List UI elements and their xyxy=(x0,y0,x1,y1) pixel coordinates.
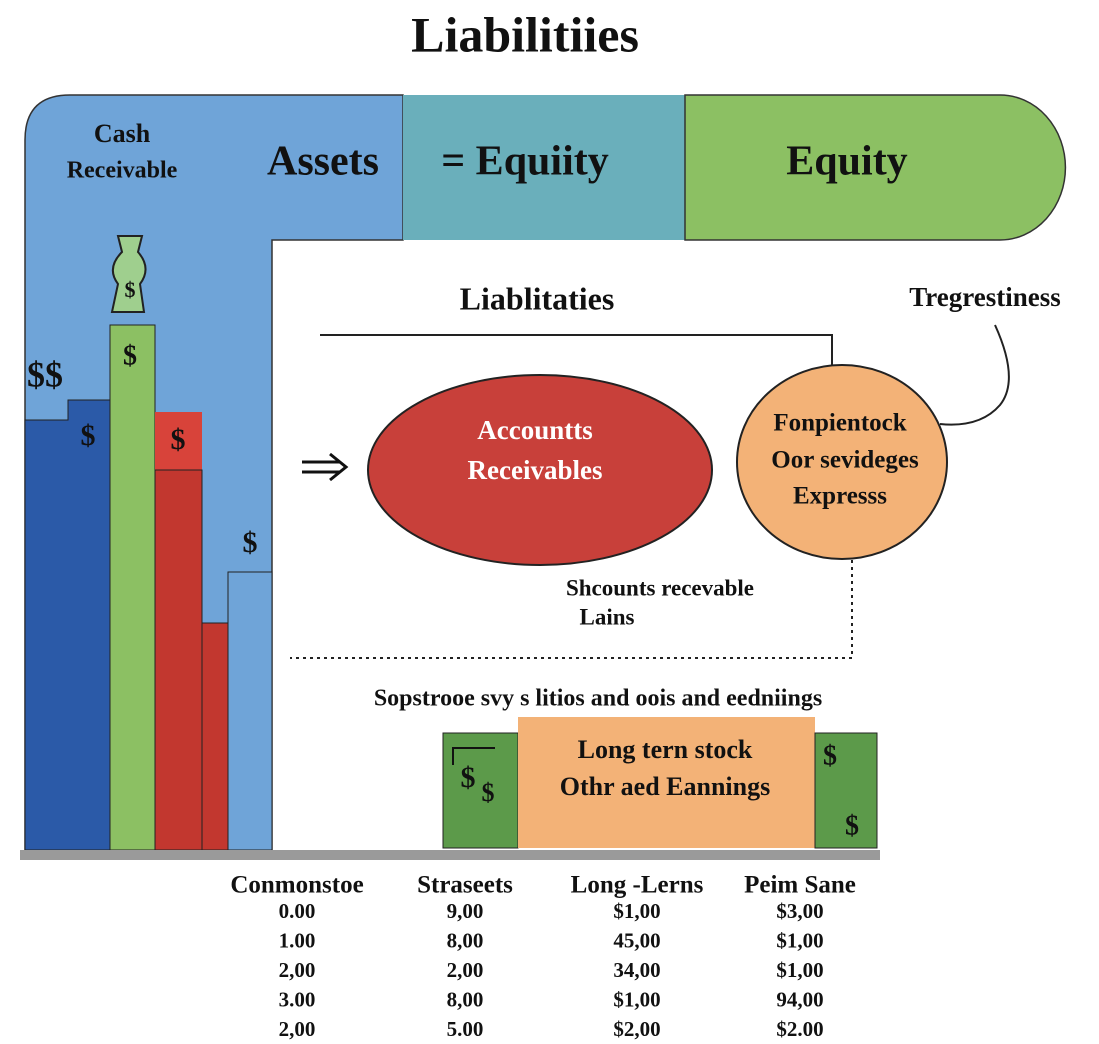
table-cell: 34,00 xyxy=(613,958,660,982)
box xyxy=(443,733,518,848)
dollar-symbol: $ xyxy=(123,340,137,371)
banner-label: Cash xyxy=(94,119,151,148)
note: Lains xyxy=(580,604,635,629)
table-cell: $1,00 xyxy=(776,928,823,952)
table-cell: 45,00 xyxy=(613,928,660,952)
dollar-symbol: $ xyxy=(171,423,186,456)
baseline xyxy=(20,850,880,860)
table-cell: $1,00 xyxy=(613,899,660,923)
table-cell: $2.00 xyxy=(776,1017,823,1041)
circle-label: Expresss xyxy=(793,483,887,510)
connector xyxy=(320,335,832,370)
bar xyxy=(228,572,272,850)
diagram: Liabilitiies Cash Receivable Assets = Eq… xyxy=(0,0,1099,1044)
table-cell: 94,00 xyxy=(776,987,823,1011)
table-cell: $3,00 xyxy=(776,899,823,923)
dollar-symbol: $$ xyxy=(27,354,63,394)
ellipse-label: Accountts xyxy=(477,415,593,445)
circle-label: Oor sevideges xyxy=(771,447,919,474)
box-label: Long tern stock xyxy=(578,735,753,764)
note: Shcounts recevable xyxy=(566,575,754,600)
table-cell: 0.00 xyxy=(279,899,316,923)
table-cell: 1.00 xyxy=(279,928,316,952)
assets-label: Assets xyxy=(267,139,379,185)
dollar-symbol: $ xyxy=(243,526,258,559)
bar xyxy=(202,623,228,850)
table-cell: $2,00 xyxy=(613,1017,660,1041)
dollar-symbol: $ xyxy=(482,778,495,807)
equation-label: = Equiity xyxy=(441,139,609,185)
column-header: Peim Sane xyxy=(744,872,856,899)
table-cell: 8,00 xyxy=(447,928,484,952)
dollar-symbol: $ xyxy=(125,277,136,302)
section-title: Liablitaties xyxy=(460,280,615,316)
bar xyxy=(110,325,155,850)
table-cell: 2,00 xyxy=(279,958,316,982)
dollar-symbol: $ xyxy=(845,810,859,841)
ellipse-label: Receivables xyxy=(468,455,603,485)
banner-label: Receivable xyxy=(67,158,178,184)
table-cell: 5.00 xyxy=(447,1017,484,1041)
caption: Sopstrooe svy s litios and oois and eedn… xyxy=(374,686,822,712)
column-header: Long -Lerns xyxy=(571,872,704,899)
table-cell: $1,00 xyxy=(613,987,660,1011)
dollar-symbol: $ xyxy=(823,740,837,771)
dollar-symbol: $ xyxy=(461,761,476,794)
table-cell: 2,00 xyxy=(447,958,484,982)
title: Liabilitiies xyxy=(411,6,639,62)
column-header: Straseets xyxy=(417,872,513,899)
equity-label: Equity xyxy=(786,139,907,185)
table: Conmonstoe Straseets Long -Lerns Peim Sane 0… xyxy=(230,872,856,1041)
side-note: Tregrestiness xyxy=(909,282,1060,312)
connector xyxy=(940,325,1009,425)
arrow xyxy=(302,454,346,480)
table-cell: 8,00 xyxy=(447,987,484,1011)
table-cell: 2,00 xyxy=(279,1017,316,1041)
box-label: Othr aed Eannings xyxy=(560,772,770,801)
column-header: Conmonstoe xyxy=(230,872,363,899)
bar xyxy=(25,400,110,850)
table-cell: 9,00 xyxy=(447,899,484,923)
table-cell: $1,00 xyxy=(776,958,823,982)
dollar-symbol: $ xyxy=(81,419,96,452)
bar xyxy=(155,470,202,850)
table-cell: 3.00 xyxy=(279,987,316,1011)
circle-label: Fonpientock xyxy=(773,410,906,437)
